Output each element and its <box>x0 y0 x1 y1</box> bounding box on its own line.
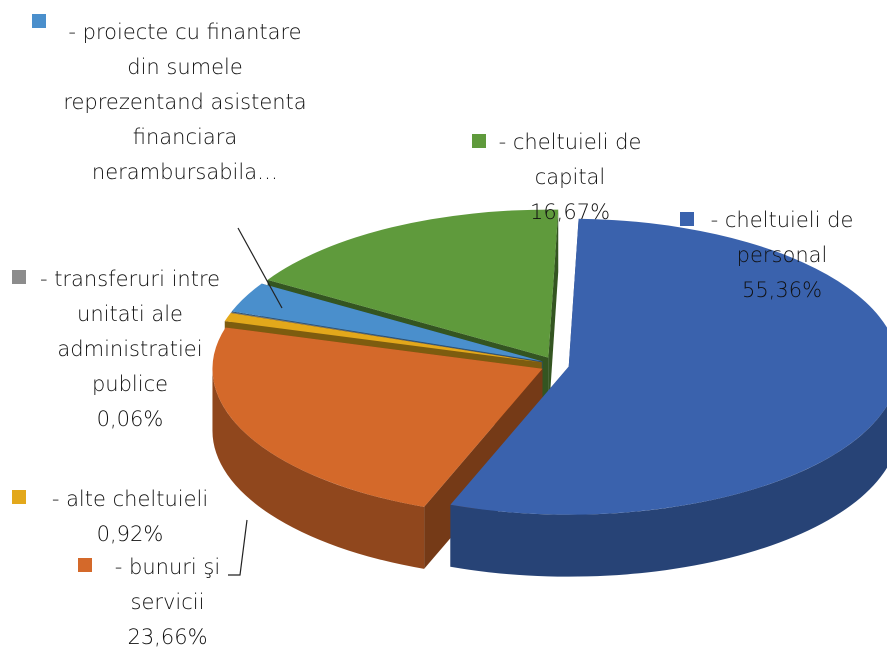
legend-key <box>32 14 46 28</box>
slice-wall <box>548 209 559 420</box>
value-label: 55,36% <box>741 278 823 302</box>
slice-label: - proiecte cu finantare din sumele repre… <box>60 15 310 190</box>
value-label: 0,06% <box>96 407 164 431</box>
legend-key <box>12 490 26 504</box>
slice-side <box>450 405 887 577</box>
leader-line <box>237 227 283 309</box>
value-label: 16,67% <box>529 200 611 224</box>
pie-slice <box>230 312 542 363</box>
value-label: 0,92% <box>96 522 164 546</box>
slice-label: - cheltuieli de capital 16,67% <box>470 125 670 230</box>
legend-key <box>680 212 694 226</box>
legend-key <box>12 270 26 284</box>
pie-slice <box>212 327 543 507</box>
pie-slice <box>267 209 559 358</box>
slice-side <box>212 368 425 569</box>
slice-label: - transferuri intre unitati ale administ… <box>20 262 240 437</box>
category-label: - cheltuieli de capital <box>498 130 642 189</box>
category-label: - alte cheltuieli <box>51 487 209 511</box>
slice-label: - alte cheltuieli 0,92% <box>20 482 240 552</box>
legend-key <box>78 558 92 572</box>
leader-line <box>228 519 248 576</box>
slice-label: - bunuri şi servicii 23,66% <box>80 550 255 650</box>
pie-slice <box>450 218 887 515</box>
pie-slice <box>224 313 542 363</box>
value-label: 23,66% <box>127 625 208 649</box>
legend-key <box>472 134 486 148</box>
category-label: - transferuri intre unitati ale administ… <box>39 267 221 396</box>
category-label: - cheltuieli de personal <box>710 208 854 267</box>
category-label: - proiecte cu finantare din sumele repre… <box>63 20 307 184</box>
category-label: - bunuri şi servicii <box>114 555 221 614</box>
slice-label: - cheltuieli de personal 55,36% <box>682 203 882 308</box>
pie-slice <box>231 283 543 362</box>
